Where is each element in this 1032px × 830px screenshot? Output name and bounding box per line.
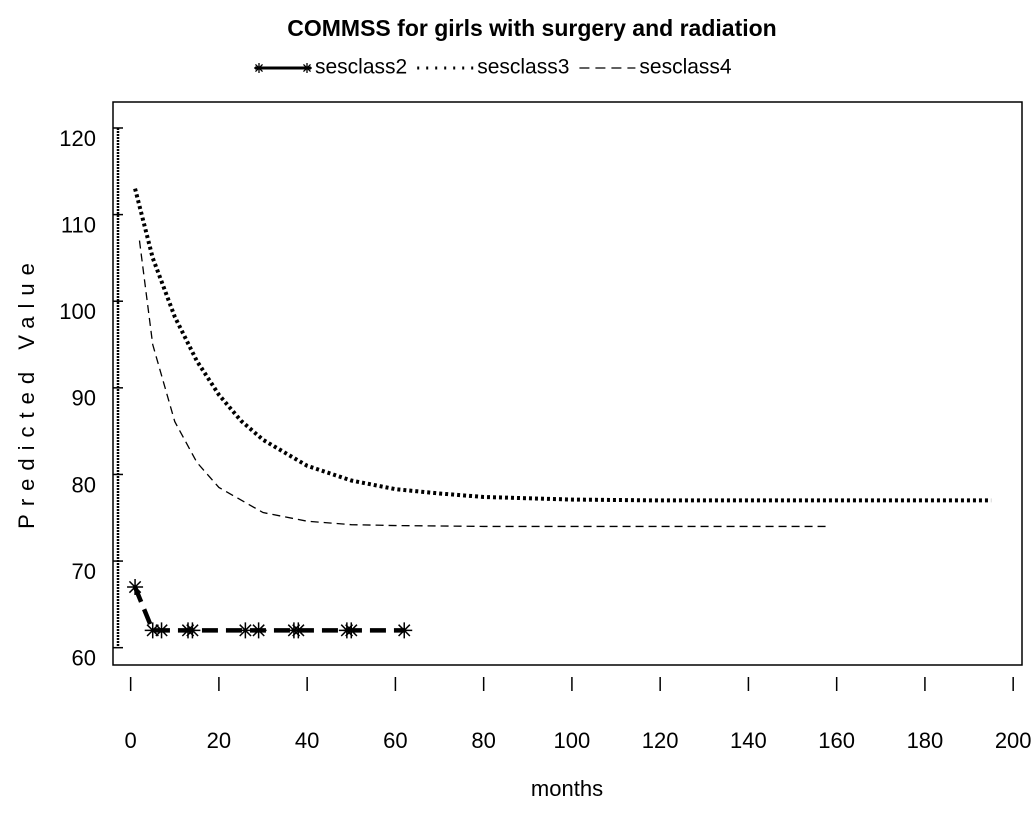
x-tick-label: 60 [383, 728, 407, 753]
x-tick-label: 0 [125, 728, 137, 753]
y-tick-label: 70 [72, 559, 96, 584]
y-tick-label: 90 [72, 386, 96, 411]
y-tick-label: 100 [59, 299, 96, 324]
marker [250, 622, 267, 639]
x-tick-label: 20 [207, 728, 231, 753]
x-tick-label: 200 [995, 728, 1032, 753]
y-tick-label: 80 [72, 472, 96, 497]
y-tick-label: 110 [61, 212, 96, 237]
series-line [138, 240, 828, 528]
x-tick-label: 80 [471, 728, 495, 753]
marker [237, 622, 254, 639]
x-tick-label: 140 [730, 728, 767, 753]
marker [290, 622, 307, 639]
x-tick-label: 120 [642, 728, 679, 753]
marker [127, 579, 144, 596]
legend-label: sesclass4 [639, 56, 732, 79]
marker [144, 622, 161, 639]
x-tick-label: 160 [818, 728, 855, 753]
legend-label: sesclass3 [477, 56, 569, 79]
x-tick-label: 40 [295, 728, 319, 753]
marker [343, 622, 360, 639]
marker [184, 622, 201, 639]
legend-marker [254, 63, 312, 73]
legend-label: sesclass2 [315, 56, 407, 79]
plot-frame [112, 101, 1023, 666]
y-tick-label: 120 [59, 126, 96, 151]
marker [396, 622, 413, 639]
series-line [132, 586, 405, 633]
chart-title: COMMSS for girls with surgery and radiat… [287, 15, 776, 41]
y-axis-label: Predicted Value [14, 255, 39, 529]
x-axis-label: months [531, 776, 603, 801]
x-tick-label: 180 [907, 728, 944, 753]
series-line [133, 188, 992, 503]
y-tick-label: 60 [72, 645, 96, 670]
marker [153, 622, 170, 639]
x-tick-label: 100 [554, 728, 591, 753]
